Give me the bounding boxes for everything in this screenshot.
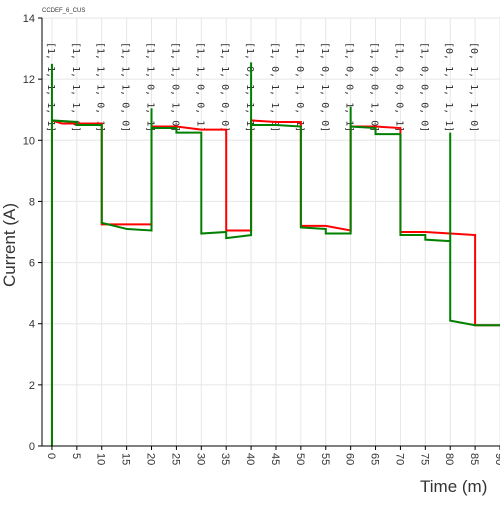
x-tick-label: 60 [344, 453, 356, 465]
x-tick-label: 35 [219, 453, 231, 465]
y-tick-label: 10 [23, 135, 35, 147]
x-tick-label: 90 [493, 453, 500, 465]
x-tick-label: 0 [45, 453, 57, 459]
annotation-label: [1, 0, 1, 0, 0] [319, 42, 330, 132]
x-tick-label: 5 [70, 453, 82, 459]
annotation-label: [1, 1, 0, 1, 0] [169, 42, 180, 132]
x-tick-label: 20 [145, 453, 157, 465]
annotation-label: [1, 1, 1, 0, 1] [95, 42, 106, 132]
annotation-label: [0, 1, 1, 1, 1] [443, 42, 454, 132]
x-axis-title: Time (m) [420, 477, 487, 496]
annotation-label: [1, 0, 1, 1, 1] [244, 42, 255, 132]
series-line-2 [50, 62, 500, 446]
y-tick-label: 4 [29, 319, 35, 331]
series-layer [50, 62, 500, 446]
annotation-layer: [1, 1, 1, 1, 1] [1, 1, 1, 1, 0] [1, 1, 1, … [45, 42, 479, 132]
x-tick-label: 45 [269, 453, 281, 465]
y-tick-label: 2 [29, 380, 35, 392]
axis-layer: 0 2 4 6 8 10 12 14 0 5 10 15 20 25 30 35 40 45 50 55 60 65 70 7… [23, 13, 500, 465]
annotation-label: [1, 0, 0, 0, 0] [418, 42, 429, 132]
annotation-label: [1, 1, 0, 0, 0] [219, 42, 230, 132]
annotation-label: [1, 1, 1, 1, 0] [70, 42, 81, 132]
y-tick-label: 0 [29, 441, 35, 453]
x-tick-label: 10 [95, 453, 107, 465]
annotation-label: [1, 1, 0, 0, 1] [194, 42, 205, 132]
x-tick-label: 40 [244, 453, 256, 465]
annotation-label: [1, 0, 0, 1, 0] [369, 42, 380, 132]
x-tick-label: 15 [120, 453, 132, 465]
x-tick-label: 80 [443, 453, 455, 465]
y-tick-label: 8 [29, 196, 35, 208]
y-tick-label: 12 [23, 74, 35, 86]
annotation-label: [1, 1, 1, 1, 1] [45, 42, 56, 132]
annotation-label: [1, 0, 1, 1, 0] [269, 42, 280, 132]
x-tick-label: 75 [418, 453, 430, 465]
y-tick-label: 6 [29, 258, 35, 270]
annotation-label: [0, 1, 1, 1, 0] [468, 42, 479, 132]
x-tick-label: 50 [294, 453, 306, 465]
chart-title: CCDEF_6_CUS [42, 8, 85, 14]
x-tick-label: 85 [468, 453, 480, 465]
x-tick-label: 55 [319, 453, 331, 465]
x-tick-label: 65 [369, 453, 381, 465]
annotation-label: [1, 0, 0, 1, 1] [344, 42, 355, 132]
annotation-label: [1, 1, 0, 1, 1] [145, 42, 156, 132]
annotation-label: [1, 0, 1, 0, 1] [294, 42, 305, 132]
x-tick-label: 30 [194, 453, 206, 465]
y-axis-title: Current (A) [0, 203, 19, 287]
annotation-label: [1, 0, 0, 0, 1] [393, 42, 404, 132]
x-tick-label: 70 [393, 453, 405, 465]
annotation-label: [1, 1, 1, 0, 0] [120, 42, 131, 132]
x-tick-label: 25 [169, 453, 181, 465]
y-tick-label: 14 [23, 13, 35, 25]
